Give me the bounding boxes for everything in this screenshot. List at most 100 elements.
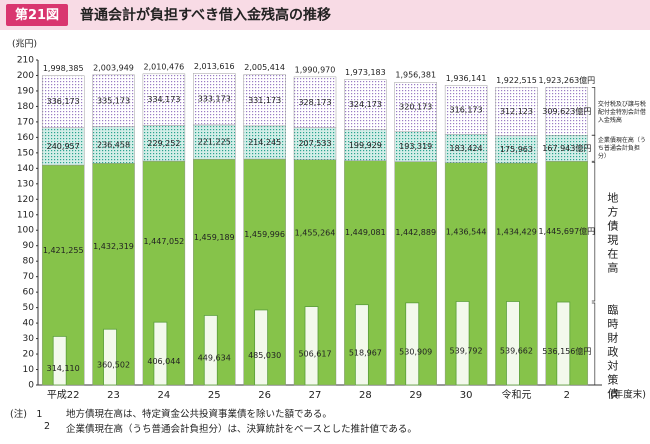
value-label: 167,943億円 — [542, 143, 591, 153]
bar-segment — [293, 76, 337, 128]
inner-bar — [405, 302, 420, 386]
value-label: 1,436,544 — [446, 228, 487, 237]
inner-bar — [52, 335, 67, 386]
inner-value-label: 530,909 — [399, 347, 432, 356]
inner-bar — [455, 301, 470, 386]
inner-value-label: 360,502 — [97, 361, 130, 370]
inner-value-label: 539,662 — [500, 347, 533, 356]
y-tick-label: 200 — [17, 71, 34, 81]
bracket — [591, 302, 596, 386]
note-text: 企業債現在高（うち普通会計負担分）は、決算統計をベースとした推計値である。 — [66, 424, 417, 435]
value-label: 199,929 — [349, 141, 382, 150]
inner-value-label: 406,044 — [147, 357, 180, 366]
value-label: 316,173 — [450, 105, 483, 114]
bar-segment — [243, 125, 286, 160]
y-tick-label: 30 — [23, 334, 35, 344]
bar-segment — [243, 74, 286, 127]
x-tick-label: 29 — [409, 390, 422, 401]
y-tick-label: 10 — [23, 365, 35, 375]
y-tick-label: 90 — [23, 241, 35, 251]
inner-bar — [556, 301, 571, 386]
value-label: 1,421,255 — [43, 246, 84, 255]
value-label: 334,173 — [147, 95, 180, 104]
y-tick-label: 110 — [17, 210, 34, 220]
y-tick-label: 160 — [17, 133, 34, 143]
value-label: 207,533 — [298, 139, 331, 148]
bar-segment — [193, 73, 236, 126]
total-label: 1,998,385 — [43, 64, 84, 73]
bar-segment — [142, 125, 186, 162]
bar-segment — [394, 131, 437, 162]
inner-value-label: 314,110 — [47, 364, 80, 373]
x-unit: (年度末) — [610, 389, 646, 401]
x-tick-label: 令和元 — [501, 388, 531, 401]
y-tick-label: 70 — [23, 272, 35, 282]
value-label: 229,252 — [147, 139, 180, 148]
y-tick-label: 190 — [17, 86, 34, 96]
bar-segment — [444, 134, 488, 163]
total-label: 1,956,381 — [395, 71, 436, 80]
value-label: 1,455,264 — [295, 229, 336, 238]
value-label: 309,623億円 — [542, 106, 591, 116]
x-tick-label: 28 — [359, 390, 372, 401]
value-label: 1,459,996 — [244, 230, 285, 239]
value-label: 240,957 — [47, 142, 80, 151]
total-label: 1,922,515 — [496, 76, 537, 85]
series-label: 企業債現在高（うち普通会計負担分） — [597, 137, 646, 161]
x-tick-label: 2 — [564, 390, 570, 401]
inner-bar — [506, 301, 520, 386]
value-label: 312,123 — [500, 107, 533, 116]
inner-value-label: 506,617 — [298, 349, 331, 358]
inner-bar — [153, 321, 168, 386]
bar-segment — [495, 87, 538, 136]
bar-segment — [545, 87, 589, 136]
bar-segment — [293, 127, 337, 160]
value-label: 214,245 — [248, 138, 281, 147]
value-label: 335,173 — [97, 96, 130, 105]
bar-segment — [41, 127, 85, 166]
bracket — [591, 87, 596, 136]
x-tick-label: 27 — [309, 390, 322, 401]
total-label: 1,990,970 — [295, 65, 336, 74]
y-tick-label: 150 — [17, 148, 34, 158]
inner-bar — [304, 306, 319, 386]
value-label: 221,225 — [198, 138, 231, 147]
bar-segment — [495, 135, 538, 164]
total-label: 1,936,141 — [446, 74, 487, 83]
value-label: 1,434,429 — [496, 228, 537, 237]
series-label: 交付税及び譲与税配付金特別会計借入金残高 — [597, 101, 646, 125]
figure-label: 第21図 — [15, 7, 59, 23]
y-tick-label: 130 — [17, 179, 34, 189]
value-label: 336,173 — [47, 97, 80, 106]
bracket — [591, 134, 596, 162]
y-tick-label: 210 — [17, 56, 34, 66]
total-label: 2,003,949 — [93, 63, 134, 72]
total-label: 2,010,476 — [144, 62, 185, 71]
value-label: 175,963 — [500, 145, 533, 154]
value-label: 1,447,052 — [144, 237, 185, 246]
inner-bar — [354, 304, 369, 386]
value-label: 1,432,319 — [93, 242, 134, 251]
value-label: 331,173 — [248, 96, 281, 105]
figure-badge — [6, 4, 68, 26]
x-tick-label: 平成22 — [47, 389, 80, 401]
bar-segment — [92, 74, 135, 127]
inner-value-label: 449,634 — [198, 354, 231, 363]
x-tick-label: 26 — [258, 390, 271, 401]
y-tick-label: 180 — [17, 102, 34, 112]
inner-value-label: 536,156億円 — [542, 346, 591, 356]
x-tick-label: 25 — [208, 390, 221, 401]
value-label: 193,319 — [399, 142, 432, 151]
value-label: 328,173 — [298, 98, 331, 107]
x-tick-label: 24 — [158, 390, 171, 401]
bar-segment — [394, 82, 437, 132]
header-band — [0, 0, 650, 30]
value-label: 1,459,189 — [194, 233, 235, 242]
value-label: 1,449,081 — [345, 228, 386, 237]
total-label: 2,005,414 — [244, 63, 285, 72]
bar-segment — [92, 126, 135, 164]
note-label: 2 — [44, 421, 51, 432]
note-text: 地方債現在高は、特定資金公共投資事業債を除いた額である。 — [66, 409, 332, 420]
total-label: 1,923,263億円 — [538, 75, 595, 85]
